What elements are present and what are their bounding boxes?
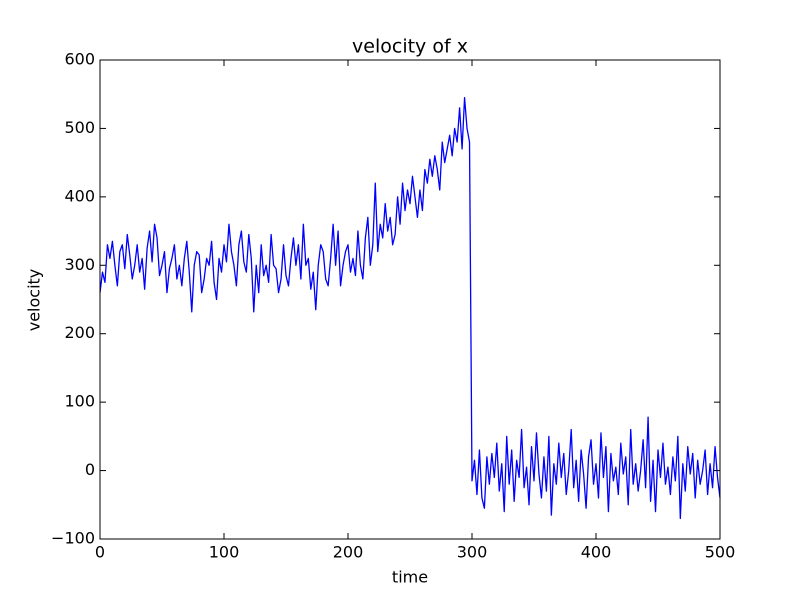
y-tick-label: 100 xyxy=(64,392,95,411)
data-line xyxy=(99,96,721,520)
x-tick-label: 200 xyxy=(333,543,364,562)
y-axis-label: velocity xyxy=(25,269,44,332)
y-tick-label: 500 xyxy=(64,118,95,137)
x-tick-label: 300 xyxy=(457,543,488,562)
x-tick-label: 500 xyxy=(705,543,736,562)
y-tick-label: 400 xyxy=(64,186,95,205)
y-tick-label: 0 xyxy=(85,460,95,479)
chart-title: velocity of x xyxy=(352,36,468,58)
x-tick-label: 400 xyxy=(581,543,612,562)
x-axis-label: time xyxy=(392,568,428,587)
y-tick-label: 200 xyxy=(64,323,95,342)
y-tick-label: 600 xyxy=(64,50,95,69)
y-tick-label: 300 xyxy=(64,255,95,274)
plot-frame xyxy=(99,59,721,540)
x-tick-label: 0 xyxy=(95,543,105,562)
x-tick-label: 100 xyxy=(209,543,240,562)
y-tick-label: −100 xyxy=(51,529,95,548)
